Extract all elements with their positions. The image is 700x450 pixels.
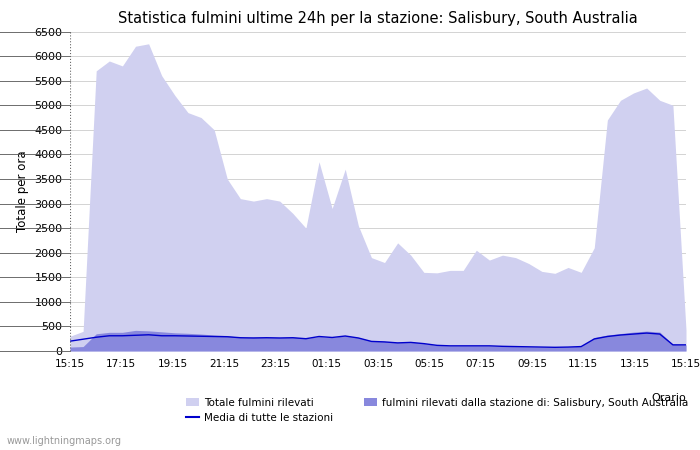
Title: Statistica fulmini ultime 24h per la stazione: Salisbury, South Australia: Statistica fulmini ultime 24h per la sta… (118, 11, 638, 26)
Text: www.lightningmaps.org: www.lightningmaps.org (7, 436, 122, 446)
Text: Orario: Orario (651, 392, 686, 403)
Y-axis label: Totale per ora: Totale per ora (15, 150, 29, 232)
Legend: Totale fulmini rilevati, Media di tutte le stazioni, fulmini rilevati dalla staz: Totale fulmini rilevati, Media di tutte … (186, 398, 688, 423)
